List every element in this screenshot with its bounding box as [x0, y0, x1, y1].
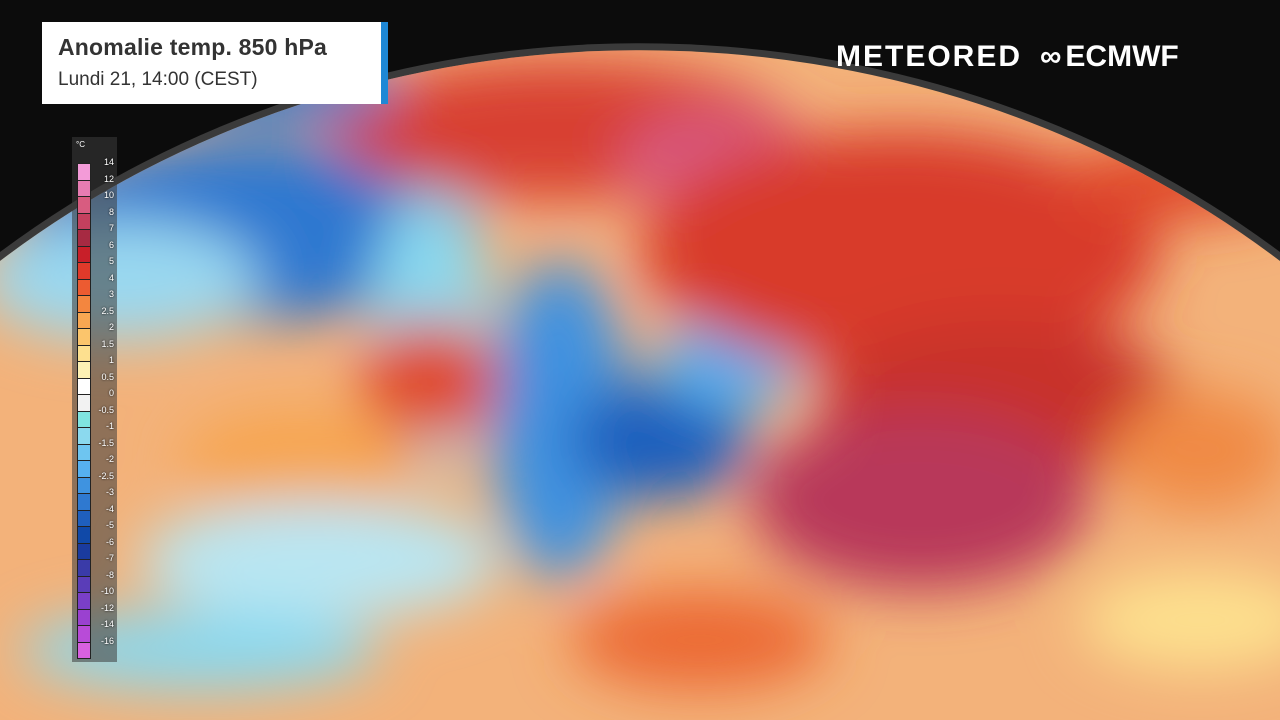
- legend-label: -10: [100, 586, 114, 596]
- legend-label: 0.5: [101, 371, 114, 382]
- legend-swatch: [77, 559, 91, 577]
- legend-swatch: [77, 625, 91, 643]
- legend-label: 1.5: [101, 338, 114, 349]
- legend-swatch: [77, 608, 91, 626]
- legend-swatch: [77, 295, 91, 313]
- legend-label: 2.5: [101, 305, 114, 316]
- legend-label: 1: [108, 355, 114, 365]
- legend-swatch: [77, 179, 91, 197]
- legend-label: 2: [108, 322, 114, 332]
- legend-label: -14: [100, 619, 114, 629]
- legend-swatch: [77, 476, 91, 494]
- legend-label: -1: [105, 421, 114, 431]
- legend-swatch: [77, 509, 91, 527]
- ecmwf-logo: ∞ ECMWF: [1040, 40, 1179, 74]
- legend-swatch: [77, 377, 91, 395]
- legend-swatch: [77, 311, 91, 329]
- map-subtitle: Lundi 21, 14:00 (CEST): [58, 69, 258, 90]
- logos: METEORED ∞ ECMWF: [836, 40, 1179, 74]
- legend-label: -16: [100, 635, 114, 646]
- legend-label: 14: [103, 157, 114, 167]
- title-box: Anomalie temp. 850 hPa Lundi 21, 14:00 (…: [42, 22, 388, 104]
- legend-unit: °C: [76, 140, 85, 149]
- legend-swatch: [77, 212, 91, 230]
- legend-swatch: [77, 163, 91, 181]
- legend-label: -2.5: [98, 470, 114, 481]
- legend-label: 8: [108, 206, 114, 217]
- legend-swatch: [77, 592, 91, 610]
- legend-swatch: [77, 196, 91, 214]
- legend-label: 0: [108, 388, 114, 398]
- legend-swatch: [77, 278, 91, 296]
- legend-swatch: [77, 427, 91, 445]
- legend-swatch: [77, 344, 91, 362]
- legend-label: 5: [108, 256, 114, 266]
- legend-swatch: [77, 641, 91, 659]
- map-title: Anomalie temp. 850 hPa: [58, 34, 327, 60]
- legend-swatch: [77, 262, 91, 280]
- legend-label: 4: [108, 272, 114, 283]
- legend-label: -8: [105, 569, 114, 580]
- legend-label: -0.5: [98, 404, 114, 415]
- legend-swatch: [77, 229, 91, 247]
- legend-label: -4: [105, 503, 114, 514]
- ecmwf-icon: ∞: [1040, 40, 1062, 73]
- legend-label: -1.5: [98, 437, 114, 448]
- legend-swatch: [77, 493, 91, 511]
- legend-label: -3: [105, 487, 114, 497]
- color-legend: °C 14 12 10 8 7 6 5 4 3 2.5 2 1.5 1 0.5 0 -0.5 -1 -1.5 -2 -…: [72, 137, 117, 662]
- legend-label: -5: [105, 520, 114, 530]
- legend-swatch: [77, 361, 91, 379]
- legend-label: 6: [108, 239, 114, 250]
- legend-swatch: [77, 443, 91, 461]
- legend-swatch: [77, 328, 91, 346]
- legend-swatch: [77, 410, 91, 428]
- legend-label: 7: [108, 223, 114, 233]
- legend-label: -7: [105, 553, 114, 563]
- ecmwf-logo-text: ECMWF: [1065, 40, 1179, 73]
- legend-label: 3: [108, 289, 114, 299]
- legend-swatch: [77, 542, 91, 560]
- meteored-logo: METEORED: [836, 40, 1023, 73]
- legend-label: -12: [100, 602, 114, 613]
- legend-label: -6: [105, 536, 114, 547]
- legend-label: 10: [103, 190, 114, 200]
- legend-label: -2: [105, 454, 114, 464]
- legend-label: 12: [103, 173, 114, 184]
- legend-swatch: [77, 394, 91, 412]
- legend-swatch: [77, 245, 91, 263]
- legend-swatch: [77, 526, 91, 544]
- legend-swatch: [77, 460, 91, 478]
- legend-swatch: [77, 575, 91, 593]
